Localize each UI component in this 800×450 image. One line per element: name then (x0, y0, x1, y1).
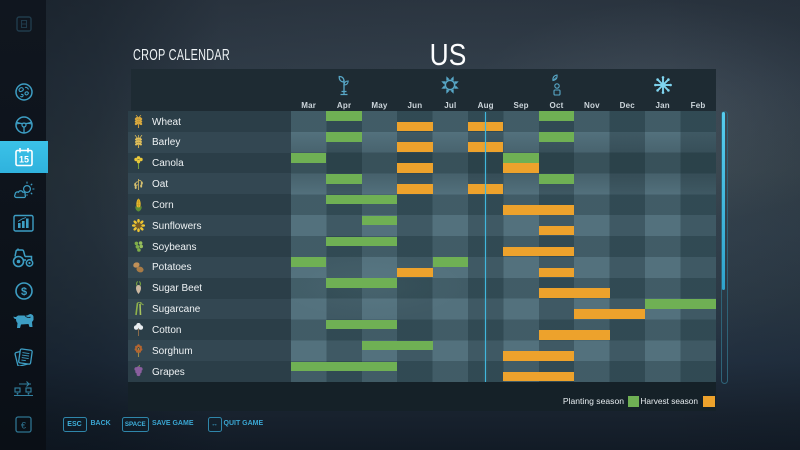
svg-text:$: $ (20, 286, 26, 298)
svg-text:15: 15 (18, 155, 28, 165)
svg-text:€: € (21, 420, 26, 430)
